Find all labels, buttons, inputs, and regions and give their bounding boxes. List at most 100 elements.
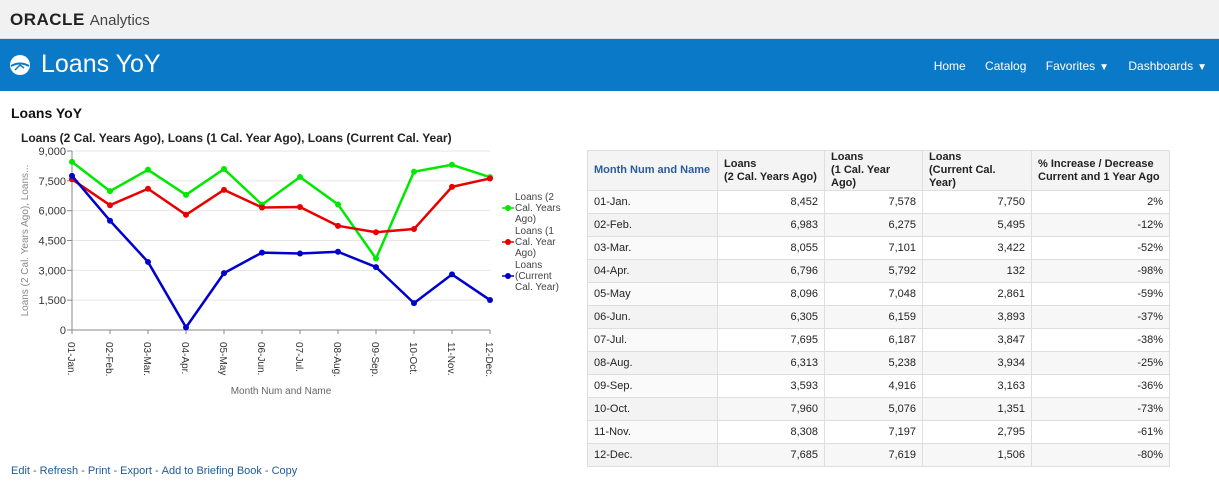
series-line-0 [71,160,491,260]
data-point [335,201,341,208]
col-header-current[interactable]: Loans (Current Cal. Year) [922,150,1032,191]
cell-pct-change: -12% [1031,213,1170,237]
link-separator: - [81,465,85,477]
export-link[interactable]: Export [120,465,152,477]
nav-dashboards-label: Dashboards [1128,59,1194,73]
cell-loans-current: 132 [922,259,1032,283]
cell-loans-current: 1,351 [922,397,1032,421]
cell-pct-change: -25% [1031,351,1170,375]
link-separator: - [154,465,159,477]
legend-label: Ago) [515,248,536,259]
add-to-briefing-book-link[interactable]: Add to Briefing Book [161,465,262,477]
print-link[interactable]: Print [87,465,111,477]
legend-label: Cal. Year) [515,282,559,293]
table-row: 07-Jul. 7,695 6,187 3,847 -38% [587,328,1170,352]
cell-pct-change: -98% [1031,259,1170,283]
data-point [221,186,227,193]
y-axis-title: Loans (2 Cal. Years Ago), Loans... [20,165,31,317]
cell-loans-2y: 6,796 [717,259,825,283]
report-links: Edit - Refresh - Print - Export - Add to Briefin… [11,465,297,477]
data-point [221,270,227,277]
brand-product: Analytics [89,12,150,29]
cell-loans-current: 2,861 [922,282,1032,306]
x-tick-label: 01-Jan. [65,342,76,375]
data-point [69,158,75,165]
copy-link[interactable]: Copy [271,465,298,477]
page-title: Loans YoY [41,50,161,78]
y-tick-label: 6,000 [38,206,66,218]
x-tick-label: 02-Feb. [103,342,114,376]
cell-loans-2y: 6,983 [717,213,825,237]
cell-loans-1y: 5,076 [824,397,923,421]
data-point [487,175,493,182]
cell-loans-2y: 6,305 [717,305,825,329]
cell-pct-change: -73% [1031,397,1170,421]
cell-pct-change: -36% [1031,374,1170,398]
data-point [259,249,265,256]
cell-loans-2y: 3,593 [717,374,825,398]
cell-loans-current: 1,506 [922,443,1032,467]
link-separator: - [264,465,269,477]
data-point [107,217,113,224]
data-point [335,222,341,229]
data-point [449,183,455,190]
cell-loans-current: 3,847 [922,328,1032,352]
data-point [411,300,417,307]
data-point [335,248,341,255]
data-point [145,185,151,192]
legend-label: Loans (2 [515,192,554,203]
data-point [411,226,417,233]
cell-month: 06-Jun. [587,305,718,329]
data-point [373,229,379,236]
refresh-link[interactable]: Refresh [39,465,79,477]
col-header-1y[interactable]: Loans (1 Cal. Year Ago) [824,150,923,191]
nav-favorites[interactable]: Favorites ▼ [1046,59,1109,73]
cell-pct-change: -80% [1031,443,1170,467]
oracle-analytics-logo[interactable]: ORACLE Analytics [10,10,150,30]
cell-month: 12-Dec. [587,443,718,467]
y-tick-label: 4,500 [38,236,66,248]
header-nav: Home Catalog Favorites ▼ Dashboards ▼ [918,59,1207,73]
data-point [373,264,379,271]
cell-loans-1y: 7,578 [824,190,923,214]
table-body: 01-Jan. 8,452 7,578 7,750 2% 02-Feb. 6,983 6,27… [587,190,1170,467]
cell-loans-current: 5,495 [922,213,1032,237]
col-header-pct[interactable]: % Increase / Decrease Current and 1 Year … [1031,150,1170,191]
x-axis-title: Month Num and Name [231,386,332,397]
cell-loans-current: 3,422 [922,236,1032,260]
legend-label: (Current [515,271,552,282]
nav-home[interactable]: Home [934,59,966,73]
cell-loans-1y: 6,275 [824,213,923,237]
col-header-current-line2: (Current Cal. Year) [929,164,996,189]
y-tick-label: 0 [60,325,66,337]
data-point [411,168,417,175]
nav-catalog-label: Catalog [985,59,1027,73]
table-row: 09-Sep. 3,593 4,916 3,163 -36% [587,374,1170,398]
nav-catalog[interactable]: Catalog [985,59,1026,73]
col-header-pct-line1: % Increase / Decrease [1038,157,1154,170]
caret-down-icon: ▼ [1197,62,1207,73]
data-point [297,173,303,180]
cell-pct-change: -37% [1031,305,1170,329]
cell-loans-2y: 8,096 [717,282,825,306]
table-header-row: Month Num and Name Loans (2 Cal. Years Ag… [587,150,1170,191]
section-title: Loans YoY [11,105,83,121]
legend-marker [505,273,511,279]
col-header-month[interactable]: Month Num and Name [587,150,718,191]
x-tick-label: 11-Nov. [445,342,456,376]
cell-pct-change: 2% [1031,190,1170,214]
cell-month: 08-Aug. [587,351,718,375]
col-header-month-label: Month Num and Name [594,164,711,176]
cell-month: 04-Apr. [587,259,718,283]
legend-label: Ago) [515,214,536,225]
edit-link[interactable]: Edit [11,465,30,477]
table-row: 05-May 8,096 7,048 2,861 -59% [587,282,1170,306]
legend-label: Loans [515,260,542,271]
x-tick-label: 04-Apr. [179,342,190,374]
col-header-2y[interactable]: Loans (2 Cal. Years Ago) [717,150,825,191]
nav-dashboards[interactable]: Dashboards ▼ [1128,59,1207,73]
cell-pct-change: -61% [1031,420,1170,444]
table-row: 04-Apr. 6,796 5,792 132 -98% [587,259,1170,283]
cell-loans-1y: 7,048 [824,282,923,306]
data-point [297,250,303,257]
